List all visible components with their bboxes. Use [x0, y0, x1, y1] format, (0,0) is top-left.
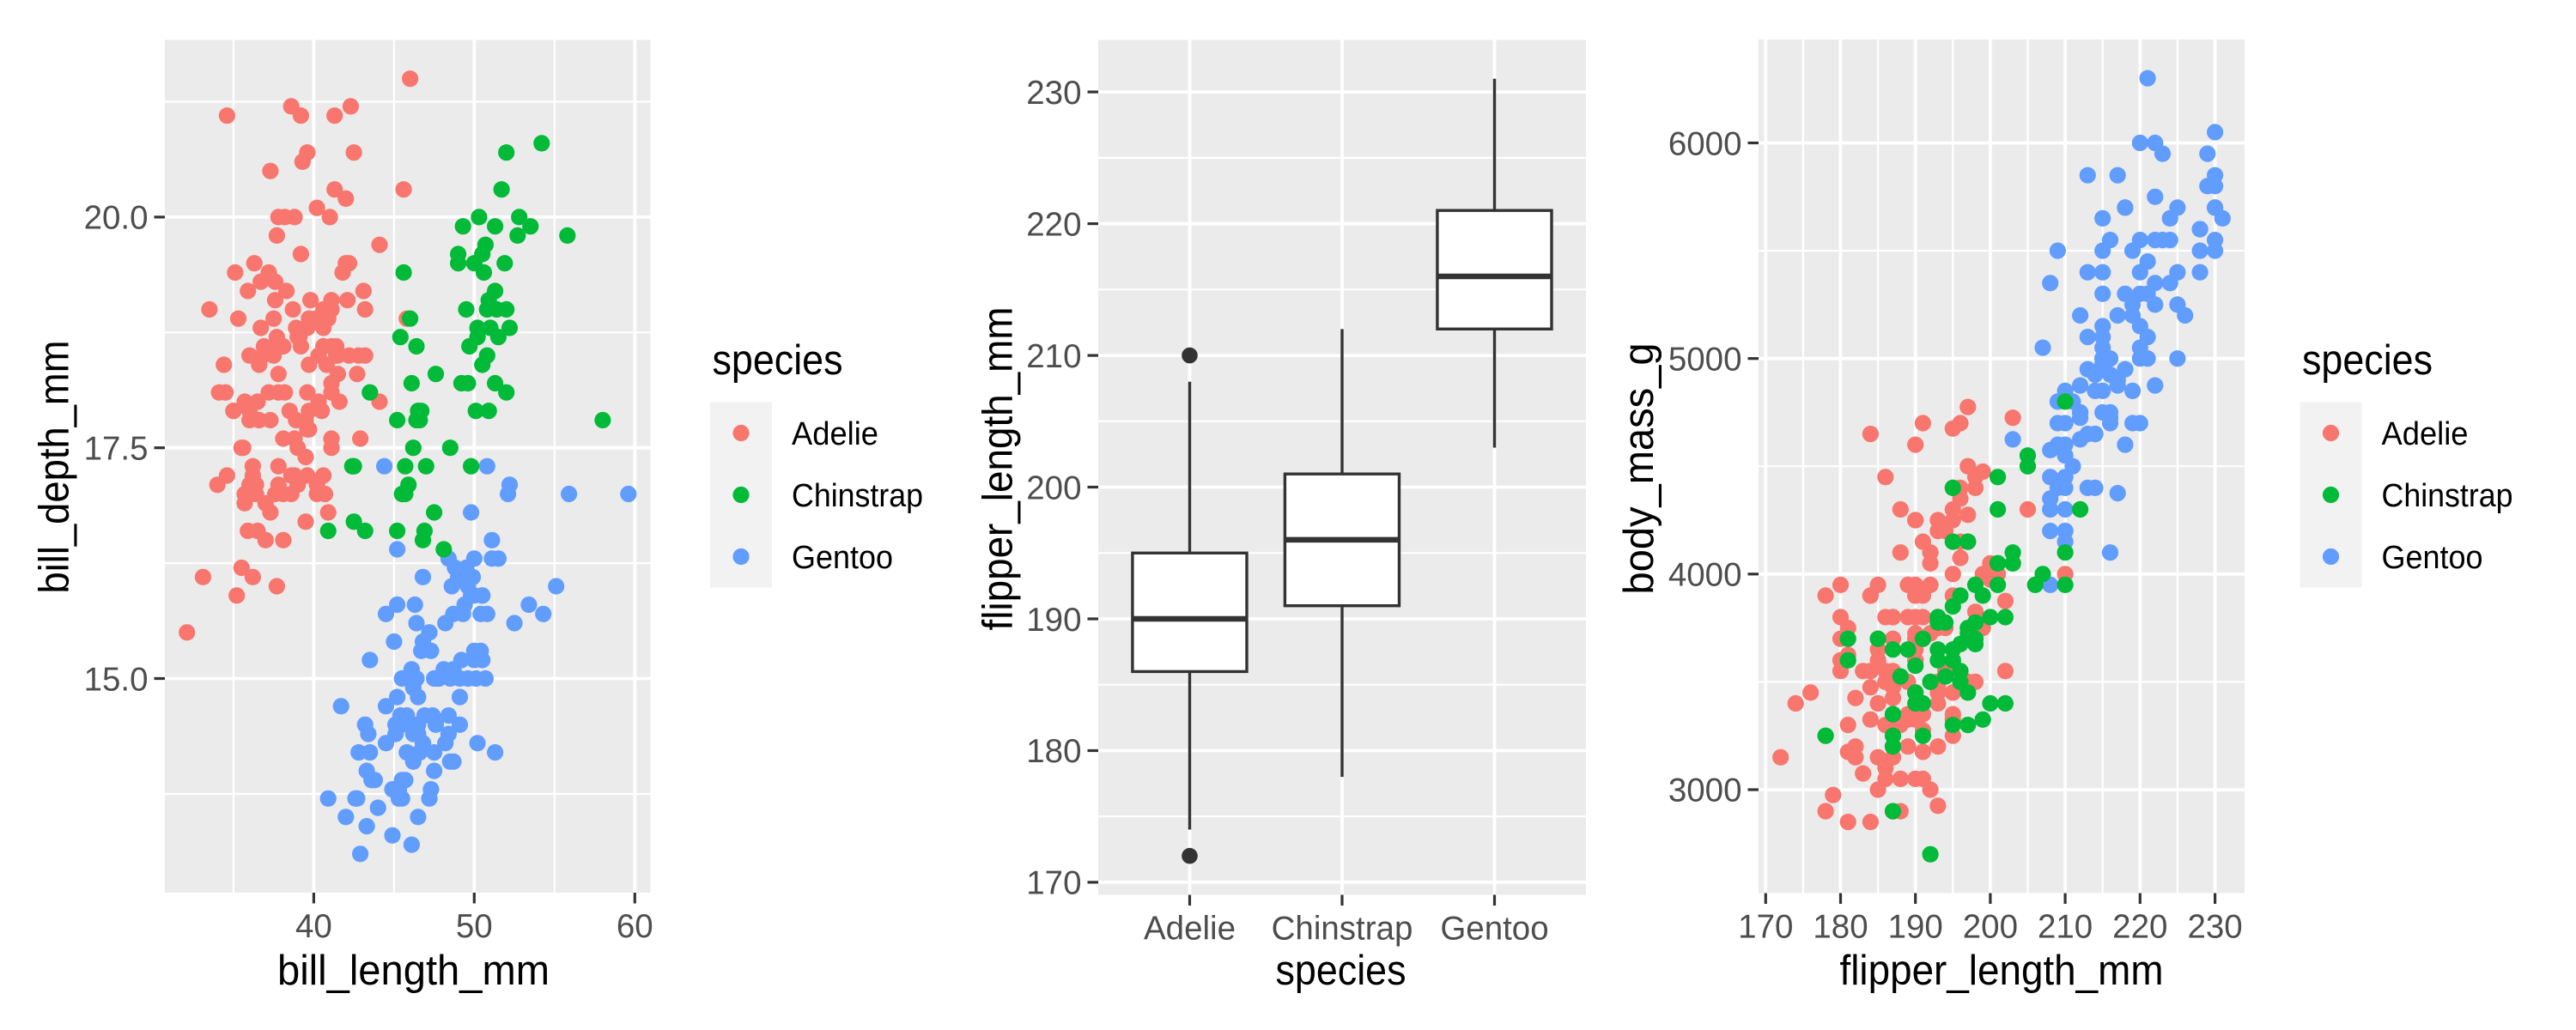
svg-text:5000: 5000	[1668, 342, 1742, 379]
svg-text:Adelie: Adelie	[1144, 911, 1236, 948]
svg-text:Chinstrap: Chinstrap	[2382, 478, 2513, 514]
svg-text:170: 170	[1738, 909, 1793, 946]
svg-text:180: 180	[1813, 909, 1868, 946]
svg-text:flipper_length_mm: flipper_length_mm	[975, 307, 1022, 631]
svg-text:6000: 6000	[1668, 125, 1742, 162]
svg-text:200: 200	[1026, 470, 1081, 506]
svg-text:210: 210	[1026, 338, 1081, 375]
svg-text:species: species	[1276, 948, 1406, 994]
svg-text:17.5: 17.5	[84, 431, 149, 468]
svg-text:200: 200	[1963, 909, 2018, 946]
svg-text:Adelie: Adelie	[2382, 416, 2469, 452]
svg-text:15.0: 15.0	[84, 661, 149, 698]
svg-text:60: 60	[617, 908, 653, 945]
svg-text:180: 180	[1026, 733, 1081, 770]
svg-text:Adelie: Adelie	[792, 416, 878, 452]
svg-text:flipper_length_mm: flipper_length_mm	[1840, 948, 2164, 994]
svg-text:Gentoo: Gentoo	[2382, 540, 2483, 576]
svg-text:Chinstrap: Chinstrap	[1272, 911, 1413, 948]
svg-text:Gentoo: Gentoo	[792, 540, 893, 576]
svg-text:220: 220	[1026, 206, 1081, 243]
svg-text:Chinstrap: Chinstrap	[792, 478, 923, 514]
svg-text:20.0: 20.0	[84, 200, 149, 237]
svg-text:body_mass_g: body_mass_g	[1616, 343, 1662, 595]
svg-text:190: 190	[1888, 909, 1943, 946]
svg-text:Gentoo: Gentoo	[1440, 911, 1548, 948]
svg-text:species: species	[713, 337, 843, 384]
svg-text:4000: 4000	[1668, 557, 1742, 594]
svg-text:170: 170	[1026, 865, 1081, 902]
svg-text:210: 210	[2038, 909, 2093, 946]
svg-text:190: 190	[1026, 602, 1081, 639]
svg-text:50: 50	[456, 908, 493, 945]
svg-text:230: 230	[2187, 909, 2242, 946]
svg-text:220: 220	[2112, 909, 2167, 946]
svg-text:230: 230	[1026, 75, 1081, 112]
svg-text:3000: 3000	[1668, 772, 1742, 809]
svg-text:bill_length_mm: bill_length_mm	[277, 948, 550, 994]
svg-text:40: 40	[295, 908, 332, 945]
svg-text:bill_depth_mm: bill_depth_mm	[32, 341, 78, 594]
svg-text:species: species	[2302, 337, 2433, 384]
